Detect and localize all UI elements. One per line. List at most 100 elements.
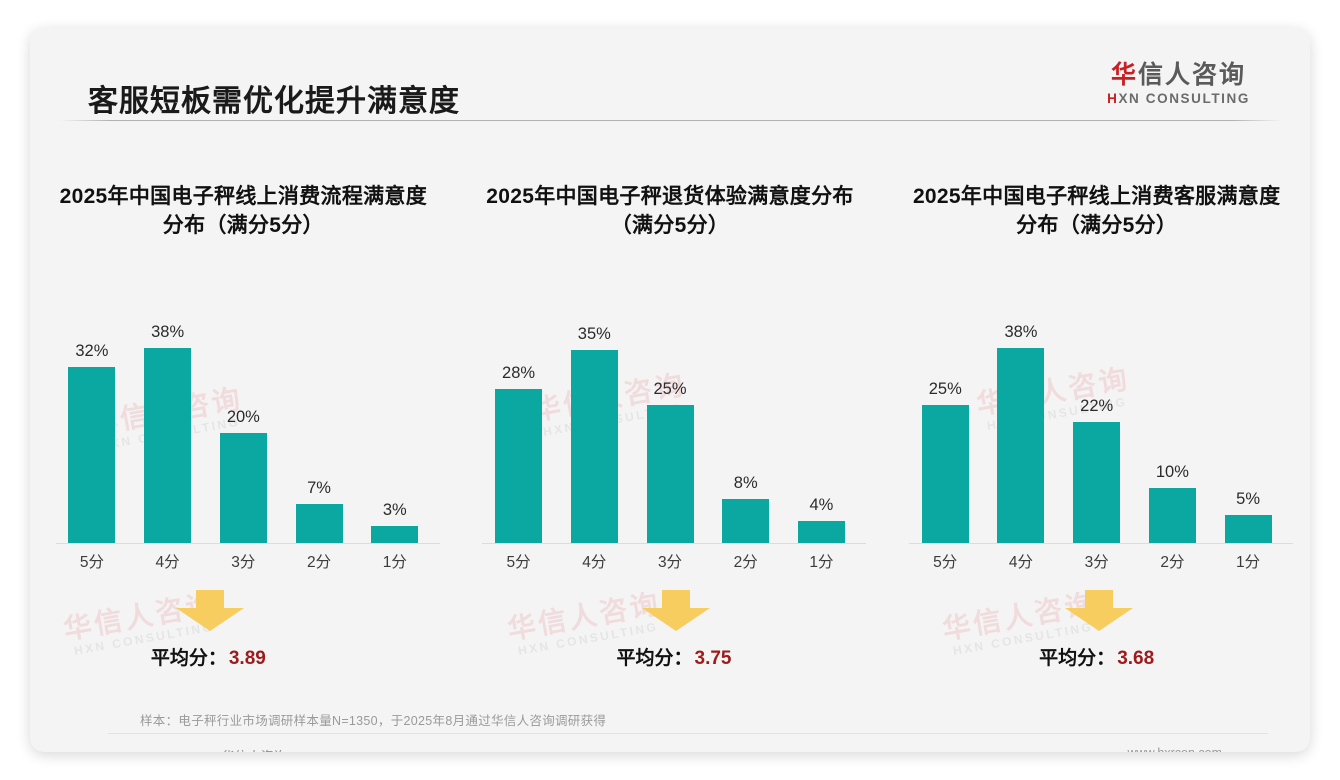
bar-value-label: 10% <box>1155 463 1189 481</box>
bar-value-label: 5% <box>1236 490 1261 508</box>
bar-rect[interactable] <box>144 348 192 543</box>
bar-value-label: 3% <box>382 501 407 519</box>
bar-rect[interactable] <box>295 504 343 543</box>
chart-title: 2025年中国电子秤线上消费流程满意度分布（满分5分） <box>59 185 428 237</box>
x-axis-labels: 5分 4分 3分 2分 1分 <box>922 550 1272 576</box>
average-score-label: 平均分： <box>1039 648 1116 669</box>
bar-rect[interactable] <box>1073 422 1121 543</box>
logo-english-text: HXN CONSULTING <box>1107 91 1250 106</box>
copyright-text: ©2025.10 HXR华信人咨询 <box>134 746 287 752</box>
average-score: 平均分： 3.89 <box>30 643 422 670</box>
bar-value-label: 28% <box>502 364 536 382</box>
x-axis-labels: 5分 4分 3分 2分 1分 <box>68 550 418 576</box>
x-axis-line <box>908 543 1293 544</box>
bar-rect[interactable] <box>371 526 419 543</box>
bar-item[interactable]: 25% <box>921 323 969 543</box>
bar-item[interactable]: 38% <box>144 323 192 543</box>
bar-item[interactable]: 3% <box>371 323 419 543</box>
bar-value-label: 4% <box>809 496 834 514</box>
x-axis-labels: 5分 4分 3分 2分 1分 <box>495 550 845 576</box>
x-axis-tick-label: 5分 <box>79 554 104 571</box>
bar-item[interactable]: 10% <box>1148 323 1196 543</box>
x-axis-line <box>55 543 440 544</box>
bar-value-label: 20% <box>226 408 260 426</box>
bar-item[interactable]: 35% <box>570 323 618 543</box>
bars-group: 32% 38% 20% 7% 3% <box>68 323 419 543</box>
bar-rect[interactable] <box>797 521 845 543</box>
down-arrow-icon <box>1063 590 1135 632</box>
slide-header: 客服短板需优化提升满意度 华信人咨询 HXN CONSULTING <box>30 28 1310 121</box>
logo-char-hua: 华 <box>1111 61 1139 89</box>
x-axis-tick-label: 5分 <box>506 554 531 571</box>
x-axis-tick-label: 4分 <box>582 554 607 571</box>
x-axis-tick-label: 3分 <box>1084 554 1109 571</box>
bars-group: 25% 38% 22% 10% 5% <box>921 323 1272 543</box>
bar-item[interactable]: 4% <box>797 323 845 543</box>
x-axis-tick-label: 1分 <box>809 554 834 571</box>
page-title: 客服短板需优化提升满意度 <box>88 85 460 118</box>
bar-value-label: 8% <box>733 474 758 492</box>
bar-rect[interactable] <box>1224 515 1272 543</box>
bar-rect[interactable] <box>921 405 969 543</box>
x-axis-tick-label: 5分 <box>933 554 958 571</box>
bar-rect[interactable] <box>997 348 1045 543</box>
bar-value-label: 35% <box>577 325 611 343</box>
sample-note: 样本：电子秤行业市场调研样本量N=1350，于2025年8月通过华信人咨询调研获… <box>140 714 607 728</box>
bar-value-label: 22% <box>1080 397 1114 415</box>
average-score: 平均分： 3.68 <box>883 643 1310 670</box>
x-axis-tick-label: 4分 <box>155 554 180 571</box>
bar-item[interactable]: 7% <box>295 323 343 543</box>
footer-divider <box>108 733 1268 734</box>
bar-item[interactable]: 8% <box>722 323 770 543</box>
bar-rect[interactable] <box>722 499 770 543</box>
bar-item[interactable]: 38% <box>997 323 1045 543</box>
chart-panel-2: 2025年中国电子秤线上消费客服满意度分布（满分5分） 华信人咨询 HXN CONS… <box>883 148 1310 670</box>
bar-value-label: 7% <box>307 479 331 497</box>
bar-rect[interactable] <box>68 367 116 543</box>
logo-en-lead: H <box>1107 91 1119 107</box>
website-text: www.hxrcon.com <box>1128 746 1222 752</box>
bar-item[interactable]: 28% <box>495 323 543 543</box>
bar-value-label: 32% <box>75 342 109 360</box>
bar-item[interactable]: 5% <box>1224 323 1272 543</box>
plot-area: 25% 38% 22% 10% 5% <box>883 323 1310 544</box>
average-score-label: 平均分： <box>616 648 693 669</box>
bar-rect[interactable] <box>646 405 694 543</box>
bar-item[interactable]: 20% <box>219 323 267 543</box>
x-axis-tick-label: 3分 <box>657 554 683 571</box>
bar-rect[interactable] <box>1148 488 1196 543</box>
bar-rect[interactable] <box>495 389 543 543</box>
plot-area: 32% 38% 20% 7% 3% <box>30 323 457 544</box>
down-arrow-icon <box>640 590 712 632</box>
bar-rect[interactable] <box>570 350 618 543</box>
logo-en-rest: XN CONSULTING <box>1118 91 1250 107</box>
bar-rect[interactable] <box>219 433 267 543</box>
down-arrow-icon <box>174 590 246 632</box>
bar-item[interactable]: 22% <box>1073 323 1121 543</box>
average-score: 平均分： 3.75 <box>461 643 888 670</box>
average-score-value: 3.89 <box>228 648 266 669</box>
average-score-value: 3.75 <box>694 648 732 669</box>
chart-title: 2025年中国电子秤退货体验满意度分布（满分5分） <box>486 185 854 237</box>
bars-group: 28% 35% 25% 8% 4% <box>495 323 845 543</box>
company-logo: 华信人咨询 HXN CONSULTING <box>1107 62 1250 106</box>
header-divider <box>60 120 1282 121</box>
x-axis-line <box>482 543 867 544</box>
logo-chars-rest: 信人咨询 <box>1138 61 1247 89</box>
x-axis-tick-label: 3分 <box>231 554 256 571</box>
average-score-label: 平均分： <box>150 648 227 669</box>
bar-item[interactable]: 25% <box>646 323 694 543</box>
bar-value-label: 25% <box>653 380 687 398</box>
bar-item[interactable]: 32% <box>68 323 116 543</box>
x-axis-tick-label: 4分 <box>1008 554 1034 571</box>
x-axis-tick-label: 2分 <box>733 554 758 571</box>
x-axis-tick-label: 1分 <box>382 554 407 571</box>
bar-value-label: 38% <box>151 323 185 341</box>
x-axis-tick-label: 2分 <box>1160 554 1185 571</box>
x-axis-tick-label: 2分 <box>306 554 332 571</box>
bar-value-label: 38% <box>1004 323 1038 341</box>
plot-area: 28% 35% 25% 8% 4% <box>457 323 884 544</box>
